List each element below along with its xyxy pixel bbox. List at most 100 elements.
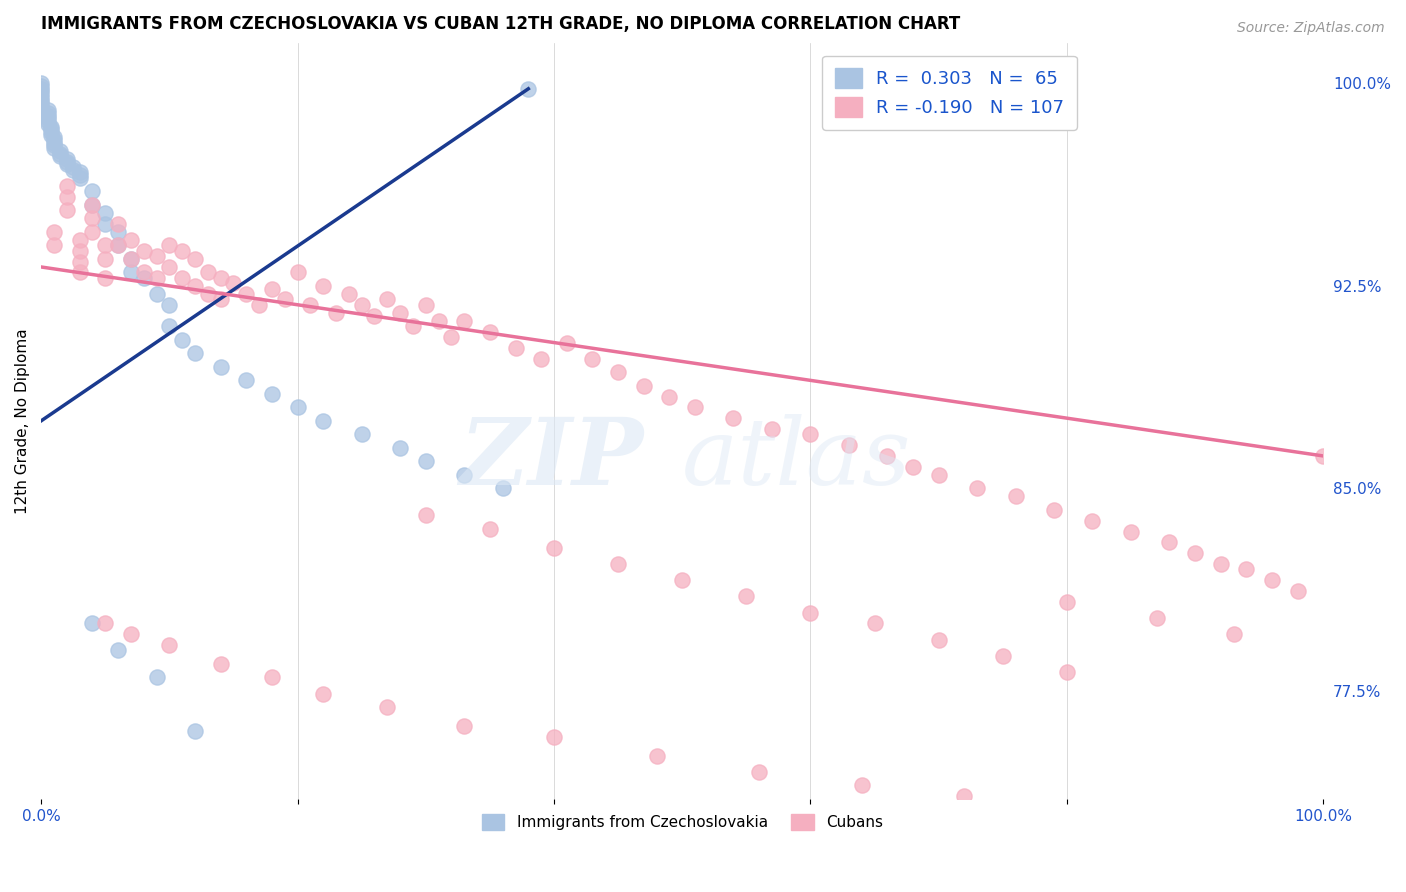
Point [120, 233, 142, 247]
Point [42, 130, 65, 145]
Point [94, 252, 117, 266]
Point [157, 298, 180, 312]
Point [478, 522, 501, 536]
Point [761, 422, 783, 436]
Point [107, 238, 129, 252]
Point [209, 359, 232, 374]
Point [222, 276, 245, 290]
Point [1209, 557, 1232, 571]
Point [1146, 611, 1168, 625]
Point [30, 85, 52, 99]
Point [69, 165, 91, 179]
Point [415, 508, 437, 523]
Point [209, 657, 232, 671]
Point [172, 333, 194, 347]
Point [1043, 503, 1066, 517]
Point [94, 217, 117, 231]
Point [82, 198, 104, 212]
Point [325, 306, 347, 320]
Point [543, 730, 565, 744]
Point [41, 122, 63, 136]
Point [30, 76, 52, 90]
Point [184, 724, 207, 739]
Point [415, 298, 437, 312]
Point [184, 346, 207, 360]
Point [37, 117, 59, 131]
Point [107, 238, 129, 252]
Text: IMMIGRANTS FROM CZECHOSLOVAKIA VS CUBAN 12TH GRADE, NO DIPLOMA CORRELATION CHART: IMMIGRANTS FROM CZECHOSLOVAKIA VS CUBAN … [41, 15, 960, 33]
Point [247, 298, 270, 312]
Point [197, 287, 219, 301]
Point [55, 178, 77, 193]
Point [30, 79, 52, 94]
Point [555, 335, 578, 350]
Point [41, 125, 63, 139]
Point [402, 319, 425, 334]
Text: ZIP: ZIP [460, 414, 644, 504]
Point [350, 298, 373, 312]
Point [723, 411, 745, 425]
Point [172, 244, 194, 258]
Point [799, 606, 821, 620]
Point [94, 616, 117, 631]
Point [145, 670, 167, 684]
Point [312, 414, 335, 428]
Point [69, 265, 91, 279]
Point [55, 190, 77, 204]
Point [209, 293, 232, 307]
Point [363, 309, 385, 323]
Point [120, 252, 142, 266]
Point [30, 93, 52, 107]
Point [735, 590, 758, 604]
Point [94, 270, 117, 285]
Point [145, 270, 167, 285]
Point [633, 378, 655, 392]
Point [184, 278, 207, 293]
Point [37, 114, 59, 128]
Point [41, 128, 63, 142]
Point [966, 481, 988, 495]
Point [389, 441, 412, 455]
Point [41, 120, 63, 134]
Point [69, 170, 91, 185]
Text: Source: ZipAtlas.com: Source: ZipAtlas.com [1237, 21, 1385, 35]
Point [37, 106, 59, 120]
Point [287, 265, 309, 279]
Point [492, 481, 515, 495]
Point [260, 282, 283, 296]
Point [260, 387, 283, 401]
Point [1184, 546, 1206, 560]
Point [876, 449, 898, 463]
Point [337, 287, 360, 301]
Point [107, 643, 129, 657]
Point [1261, 573, 1284, 587]
Point [37, 103, 59, 118]
Point [55, 152, 77, 166]
Point [107, 225, 129, 239]
Point [157, 638, 180, 652]
Point [30, 95, 52, 110]
Point [55, 203, 77, 218]
Point [453, 467, 475, 482]
Point [235, 373, 257, 387]
Point [107, 217, 129, 231]
Point [82, 185, 104, 199]
Point [415, 454, 437, 468]
Point [42, 138, 65, 153]
Point [69, 254, 91, 268]
Point [658, 390, 681, 404]
Point [42, 141, 65, 155]
Point [505, 341, 527, 355]
Point [645, 748, 668, 763]
Point [607, 365, 630, 379]
Point [157, 238, 180, 252]
Point [1056, 665, 1078, 679]
Point [440, 330, 463, 344]
Point [49, 144, 72, 158]
Point [120, 265, 142, 279]
Point [42, 133, 65, 147]
Point [132, 265, 155, 279]
Point [145, 287, 167, 301]
Point [69, 233, 91, 247]
Point [1286, 583, 1309, 598]
